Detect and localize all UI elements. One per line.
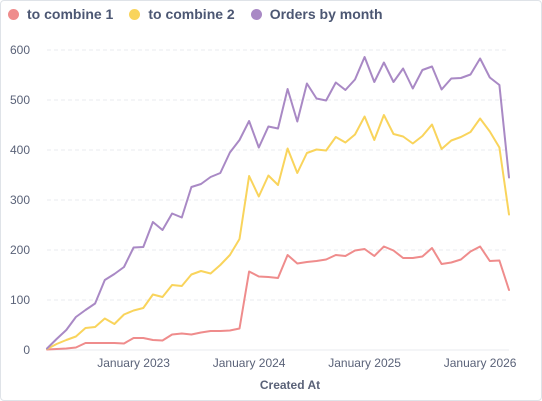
y-tick-label: 300 [10, 193, 30, 207]
y-tick-label: 500 [10, 93, 30, 107]
x-tick-label: January 2024 [213, 356, 286, 370]
y-axis-ticks: 0 100 200 300 400 500 600 [10, 43, 30, 357]
y-tick-label: 400 [10, 143, 30, 157]
legend-item-1[interactable]: to combine 1 [8, 6, 113, 22]
legend-dot-icon [8, 8, 19, 20]
x-axis-title: Created At [260, 378, 320, 392]
series-line-2[interactable] [46, 114, 510, 350]
x-tick-label: January 2026 [444, 356, 517, 370]
legend-label: to combine 2 [148, 6, 235, 22]
grid-lines [47, 49, 509, 351]
y-tick-label: 200 [10, 243, 30, 257]
y-tick-label: 100 [10, 293, 30, 307]
legend-dot-icon [250, 8, 262, 20]
legend-item-2[interactable]: to combine 2 [129, 6, 235, 22]
series-line-3[interactable] [46, 56, 510, 350]
legend-item-3[interactable]: Orders by month [250, 6, 383, 22]
legend-label: to combine 1 [27, 6, 114, 22]
x-tick-label: January 2023 [97, 356, 170, 370]
series-line-1[interactable] [46, 245, 510, 351]
series-lines [46, 56, 510, 351]
y-tick-label: 600 [10, 43, 30, 57]
y-tick-label: 0 [23, 343, 30, 357]
x-axis-ticks: January 2023 January 2024 January 2025 Janu… [97, 356, 517, 370]
legend-label: Orders by month [269, 6, 383, 22]
legend: to combine 1 to combine 2 Orders by month [8, 6, 383, 22]
legend-dot-icon [129, 8, 141, 20]
x-tick-label: January 2025 [328, 356, 401, 370]
